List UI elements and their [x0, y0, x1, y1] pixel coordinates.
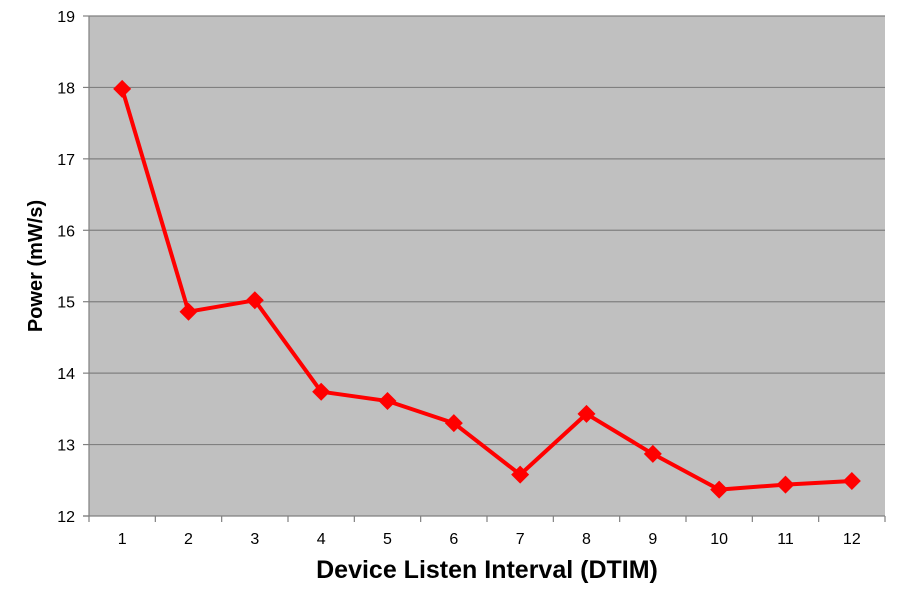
plot-area [89, 16, 885, 516]
data-point [378, 392, 397, 410]
series-line [120, 88, 852, 492]
data-point [245, 291, 264, 310]
x-tick-label: 4 [317, 531, 326, 548]
data-point [577, 404, 596, 423]
data-point [710, 480, 729, 499]
x-tick-label: 12 [843, 531, 861, 548]
x-tick-label: 11 [777, 531, 794, 548]
y-tick-label: 12 [57, 509, 75, 526]
axes [83, 15, 886, 522]
x-tick-labels: 1 2 3 4 5 6 7 8 9 10 11 12 [118, 531, 861, 548]
x-tick-label: 9 [648, 531, 657, 548]
x-tick-label: 7 [516, 531, 525, 548]
x-tick-label: 1 [118, 531, 127, 548]
x-tick-label: 3 [250, 531, 259, 548]
data-point [643, 444, 662, 463]
y-tick-label: 16 [57, 223, 75, 240]
y-tick-label: 14 [57, 366, 75, 383]
y-tick-label: 17 [57, 152, 75, 169]
x-tick-label: 6 [449, 531, 458, 548]
data-point [179, 302, 198, 321]
gridlines [89, 15, 885, 446]
x-tick-label: 5 [383, 531, 392, 548]
x-tick-label: 2 [184, 531, 193, 548]
data-point [113, 79, 132, 98]
data-point [842, 472, 861, 490]
series-markers [113, 79, 861, 499]
y-tick-label: 18 [57, 80, 75, 97]
y-tick-label: 13 [57, 438, 75, 455]
data-point [444, 414, 463, 433]
data-point [776, 475, 795, 494]
data-point [312, 382, 331, 401]
data-point [511, 465, 530, 484]
y-tick-label: 19 [57, 9, 75, 26]
y-tick-labels: 12 13 14 15 16 17 18 19 [57, 9, 75, 526]
x-tick-label: 10 [710, 531, 728, 548]
x-tick-label: 8 [582, 531, 591, 548]
y-tick-label: 15 [57, 295, 75, 312]
x-axis-title: Device Listen Interval (DTIM) [316, 556, 658, 584]
y-axis-title: Power (mW/s) [25, 200, 47, 332]
